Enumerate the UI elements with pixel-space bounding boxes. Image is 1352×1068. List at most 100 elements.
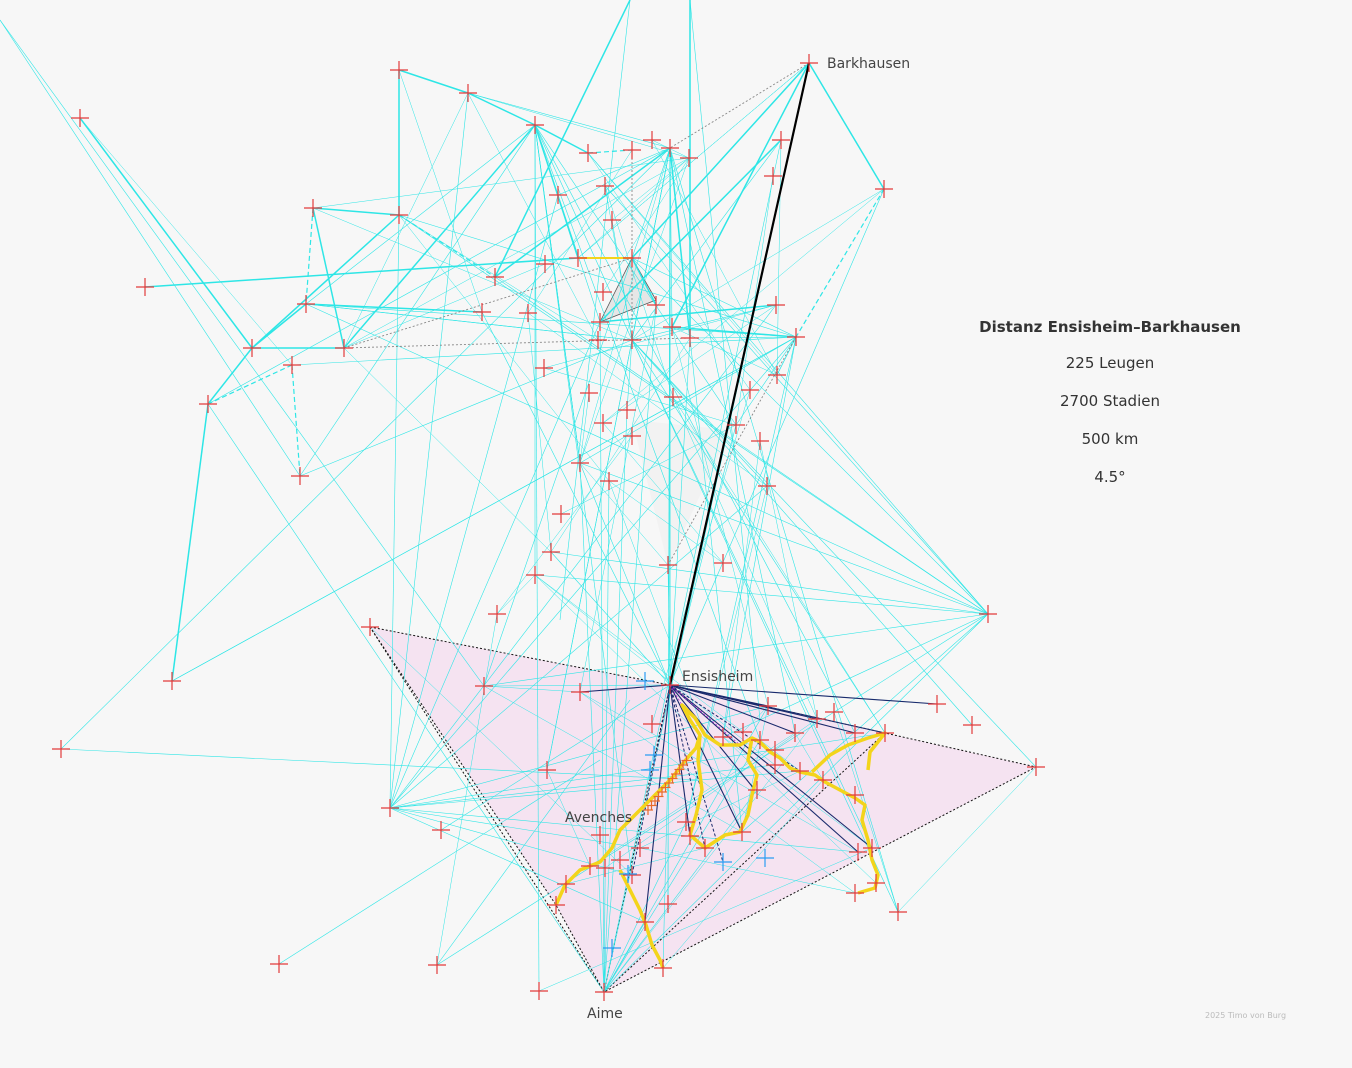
thin-connection-line xyxy=(436,613,989,966)
thin-connection-line xyxy=(534,574,744,733)
thin-connection-line xyxy=(534,124,737,426)
thin-connection-line xyxy=(577,62,810,259)
thin-connection-line xyxy=(171,336,797,682)
thin-connection-line xyxy=(312,207,633,341)
thin-connection-line xyxy=(534,124,761,741)
thin-connection-line xyxy=(603,409,628,993)
navy-dashed-line xyxy=(669,684,724,863)
thin-connection-line xyxy=(631,339,873,849)
dashed-route-line xyxy=(398,214,496,278)
thick-route-line xyxy=(631,257,657,306)
thin-connection-line xyxy=(305,303,797,338)
navy-dashed-line xyxy=(669,684,801,772)
thin-connection-line xyxy=(602,157,690,293)
thin-connection-line xyxy=(398,214,797,338)
thin-connection-line xyxy=(534,574,758,791)
thick-route-line xyxy=(207,347,253,405)
thin-connection-line xyxy=(689,336,797,339)
navy-dashed-line xyxy=(631,684,671,876)
thin-connection-line xyxy=(60,748,701,781)
thin-connection-line xyxy=(550,337,691,553)
navy-connection-line xyxy=(644,684,671,923)
distance-degrees: 4.5° xyxy=(1094,468,1126,486)
dashed-route-line xyxy=(795,188,885,338)
label-aime: Aime xyxy=(587,1006,623,1022)
thin-connection-line xyxy=(538,847,873,992)
thin-connection-line xyxy=(742,705,769,733)
thin-connection-line xyxy=(389,304,777,809)
navy-connection-line xyxy=(669,684,796,734)
thin-connection-line xyxy=(579,147,671,464)
thin-connection-line xyxy=(669,188,885,686)
thin-connection-line xyxy=(527,312,768,487)
thin-connection-line xyxy=(631,339,973,726)
thin-connection-line xyxy=(389,807,641,849)
thin-connection-line xyxy=(343,347,552,553)
thin-connection-line xyxy=(603,480,610,993)
thin-connection-line xyxy=(389,764,776,809)
thin-connection-line xyxy=(626,339,633,411)
distance-leagues: 225 Leugen xyxy=(1065,354,1155,372)
thin-connection-line xyxy=(631,257,989,615)
thin-connection-line xyxy=(440,684,671,831)
distance-line-ensisheim-barkhausen xyxy=(668,62,811,686)
thick-route-line xyxy=(494,147,671,278)
thin-connection-line xyxy=(599,321,605,993)
thin-connection-line xyxy=(602,188,885,424)
thin-connection-line xyxy=(483,685,581,693)
thin-connection-line xyxy=(481,311,671,686)
dotted-connection-line xyxy=(667,336,797,566)
thin-connection-line xyxy=(651,139,778,376)
triangulation-polygon xyxy=(370,627,1036,992)
thin-connection-line xyxy=(483,613,989,687)
thin-connection-line xyxy=(534,124,581,464)
thin-connection-line xyxy=(546,769,591,867)
thin-connection-line xyxy=(579,462,605,993)
thin-connection-line xyxy=(579,157,690,464)
thin-connection-line xyxy=(0,19,301,477)
thick-route-line xyxy=(343,124,536,349)
thin-connection-line xyxy=(494,276,989,615)
thin-connection-line xyxy=(436,613,498,966)
thick-route-line xyxy=(631,62,810,259)
thick-route-line xyxy=(305,303,483,313)
thin-connection-line xyxy=(483,684,671,687)
thin-connection-line xyxy=(207,403,605,993)
thin-connection-line xyxy=(672,396,818,720)
dashed-route-line xyxy=(207,364,293,405)
distance-km: 500 km xyxy=(1081,430,1139,448)
thin-connection-line xyxy=(577,157,690,259)
thick-route-line xyxy=(251,303,307,349)
thin-connection-line xyxy=(603,821,687,993)
thin-connection-line xyxy=(389,705,769,809)
thin-connection-line xyxy=(897,766,1037,913)
thin-connection-line xyxy=(631,339,886,734)
label-avenches: Avenches xyxy=(565,810,632,826)
thin-connection-line xyxy=(278,759,601,965)
thin-connection-line xyxy=(662,779,824,969)
thin-connection-line xyxy=(389,214,400,809)
thin-connection-line xyxy=(671,326,769,707)
thin-connection-line xyxy=(534,124,856,734)
navy-connection-line xyxy=(669,684,769,707)
dashed-route-line xyxy=(305,207,314,305)
thick-route-line xyxy=(599,304,777,323)
thin-connection-line xyxy=(741,613,989,833)
place-markers xyxy=(52,54,1045,1001)
thin-connection-line xyxy=(389,770,801,809)
navy-connection-line xyxy=(669,684,873,849)
thick-route-line xyxy=(312,207,345,349)
thin-connection-line xyxy=(299,339,633,477)
thin-connection-line xyxy=(603,921,646,993)
thin-connection-line xyxy=(672,396,886,734)
thick-route-line xyxy=(534,124,579,259)
thin-connection-line xyxy=(631,339,768,487)
thin-connection-line xyxy=(722,336,797,738)
thin-connection-line xyxy=(527,149,633,314)
thin-connection-line xyxy=(639,770,801,849)
thin-connection-line xyxy=(343,263,546,349)
thin-connection-line xyxy=(603,739,761,993)
thin-connection-line xyxy=(669,147,796,734)
navy-connection-line xyxy=(669,684,743,833)
thin-connection-line xyxy=(735,175,774,426)
